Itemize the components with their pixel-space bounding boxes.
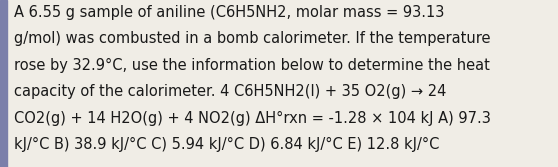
Bar (0, 0, 7, 167)
Text: CO2(g) + 14 H2O(g) + 4 NO2(g) ΔH°rxn = -1.28 × 104 kJ A) 97.3: CO2(g) + 14 H2O(g) + 4 NO2(g) ΔH°rxn = -… (14, 111, 491, 126)
Text: rose by 32.9°C, use the information below to determine the heat: rose by 32.9°C, use the information belo… (14, 58, 490, 73)
Text: g/mol) was combusted in a bomb calorimeter. If the temperature: g/mol) was combusted in a bomb calorimet… (14, 31, 490, 46)
Text: A 6.55 g sample of aniline (C6H5NH2, molar mass = 93.13: A 6.55 g sample of aniline (C6H5NH2, mol… (14, 5, 444, 20)
Text: kJ/°C B) 38.9 kJ/°C C) 5.94 kJ/°C D) 6.84 kJ/°C E) 12.8 kJ/°C: kJ/°C B) 38.9 kJ/°C C) 5.94 kJ/°C D) 6.8… (14, 137, 439, 152)
Text: capacity of the calorimeter. 4 C6H5NH2(l) + 35 O2(g) → 24: capacity of the calorimeter. 4 C6H5NH2(l… (14, 84, 446, 99)
